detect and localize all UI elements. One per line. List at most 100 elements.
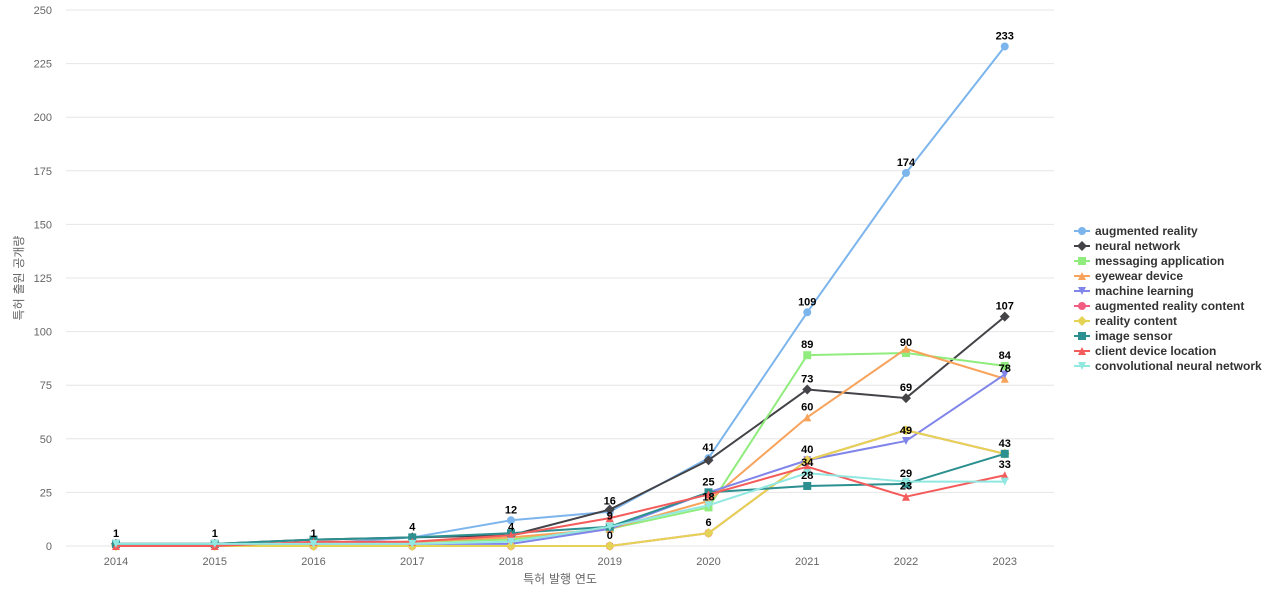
x-tick-label: 2023 <box>993 556 1017 568</box>
y-tick-label: 225 <box>34 59 52 71</box>
series-line-convolutional-neural-network <box>115 472 1006 545</box>
data-point-client-device-location <box>704 490 713 499</box>
data-label: 29 <box>900 468 912 480</box>
data-label: 69 <box>900 382 912 394</box>
legend-label: reality content <box>1095 314 1177 328</box>
series-convolutional-neural-network <box>112 469 1009 548</box>
data-label: 1 <box>212 528 218 540</box>
legend-item-client-device-location[interactable]: client device location <box>1074 344 1216 358</box>
data-point-convolutional-neural-network <box>408 539 417 548</box>
data-label: 1 <box>113 528 119 540</box>
data-point-convolutional-neural-network <box>309 539 318 548</box>
data-label: 90 <box>900 337 912 349</box>
legend-label: image sensor <box>1095 329 1173 343</box>
y-tick-label: 150 <box>34 219 52 231</box>
legend-item-image-sensor[interactable]: image sensor <box>1074 329 1173 343</box>
data-point-reality-content <box>506 541 516 551</box>
data-point-client-device-location <box>605 514 614 523</box>
legend-item-augmented-reality-content[interactable]: augmented reality content <box>1074 299 1244 313</box>
data-point-eyewear-device <box>1000 374 1009 383</box>
y-tick-label: 100 <box>34 327 52 339</box>
series-messaging-application <box>112 349 1009 548</box>
data-label: 43 <box>999 438 1011 450</box>
grid <box>66 9 1054 547</box>
data-label: 60 <box>801 401 813 413</box>
legend-marker <box>1078 302 1086 310</box>
legend-item-neural-network[interactable]: neural network <box>1074 239 1181 253</box>
data-point-reality-content <box>901 425 911 436</box>
data-point-convolutional-neural-network <box>210 539 219 548</box>
data-label: 49 <box>900 425 912 437</box>
data-label: 16 <box>604 496 616 508</box>
data-point-client-device-location <box>1000 471 1009 480</box>
series-line-machine-learning <box>115 373 1006 545</box>
data-point-convolutional-neural-network <box>605 522 614 531</box>
data-point-image-sensor <box>803 481 812 490</box>
legend-label: convolutional neural network <box>1095 359 1262 373</box>
x-tick-label: 2016 <box>301 556 325 568</box>
data-point-neural-network <box>999 311 1010 322</box>
series-augmented-reality <box>112 42 1009 548</box>
legend-marker <box>1078 332 1086 340</box>
legend-label: augmented reality <box>1095 224 1198 238</box>
legend-item-eyewear-device[interactable]: eyewear device <box>1074 269 1183 283</box>
data-label: 33 <box>999 459 1011 471</box>
data-point-client-device-location <box>902 492 910 501</box>
series-line-reality-content <box>115 429 1006 547</box>
data-point-convolutional-neural-network <box>112 539 120 548</box>
data-point-convolutional-neural-network <box>902 477 910 486</box>
data-label: 4 <box>508 521 515 533</box>
x-axis-title: 특허 발행 연도 <box>523 571 597 586</box>
data-label: 4 <box>409 521 416 533</box>
data-point-augmented-reality <box>803 308 812 317</box>
legend-marker <box>1078 257 1086 265</box>
y-tick-label: 50 <box>40 434 52 446</box>
legend-item-augmented-reality[interactable]: augmented reality <box>1074 224 1198 238</box>
data-label: 25 <box>702 476 714 488</box>
data-point-neural-network <box>703 455 714 466</box>
data-point-neural-network <box>802 384 813 395</box>
data-point-augmented-reality <box>1000 42 1009 51</box>
data-label: 1 <box>310 528 316 540</box>
data-point-client-device-location <box>507 531 515 540</box>
data-point-neural-network <box>901 393 911 404</box>
data-point-convolutional-neural-network <box>1000 477 1009 486</box>
data-point-messaging-application <box>902 349 910 358</box>
legend-label: eyewear device <box>1095 269 1183 283</box>
data-point-eyewear-device <box>803 413 812 422</box>
data-label: 12 <box>505 504 517 516</box>
data-label: 174 <box>897 157 916 169</box>
x-axis: 2014 2015 2016 2017 2018 2019 2020 2021 2022 2023 <box>104 556 1017 568</box>
x-tick-label: 2019 <box>598 556 622 568</box>
legend-label: client device location <box>1095 344 1216 358</box>
legend-item-reality-content[interactable]: reality content <box>1074 314 1177 328</box>
legend-item-messaging-application[interactable]: messaging application <box>1074 254 1224 268</box>
x-tick-label: 2018 <box>499 556 523 568</box>
legend-item-convolutional-neural-network[interactable]: convolutional neural network <box>1074 359 1262 373</box>
y-tick-label: 25 <box>40 487 52 499</box>
legend-label: augmented reality content <box>1095 299 1244 313</box>
data-label: 109 <box>798 296 816 308</box>
y-axis: 0 25 50 75 100 125 150 175 200 225 250 <box>34 5 52 553</box>
legend-marker <box>1078 272 1086 280</box>
data-point-image-sensor <box>1000 449 1009 458</box>
data-label: 23 <box>900 481 912 493</box>
data-point-image-sensor <box>408 533 417 542</box>
data-label: 233 <box>996 30 1014 42</box>
y-tick-label: 0 <box>46 541 52 553</box>
data-label: 9 <box>607 511 613 523</box>
x-tick-label: 2020 <box>696 556 720 568</box>
legend-item-machine-learning[interactable]: machine learning <box>1074 284 1194 298</box>
legend-marker <box>1077 241 1087 251</box>
data-point-augmented-reality <box>507 516 515 525</box>
data-label: 18 <box>702 491 714 503</box>
data-label: 107 <box>996 301 1014 313</box>
y-tick-label: 75 <box>40 380 52 392</box>
x-tick-label: 2014 <box>104 556 128 568</box>
series-line-image-sensor <box>115 452 1006 545</box>
legend-marker <box>1078 362 1086 370</box>
data-point-client-device-location <box>803 462 812 471</box>
series-line-neural-network <box>115 315 1006 545</box>
